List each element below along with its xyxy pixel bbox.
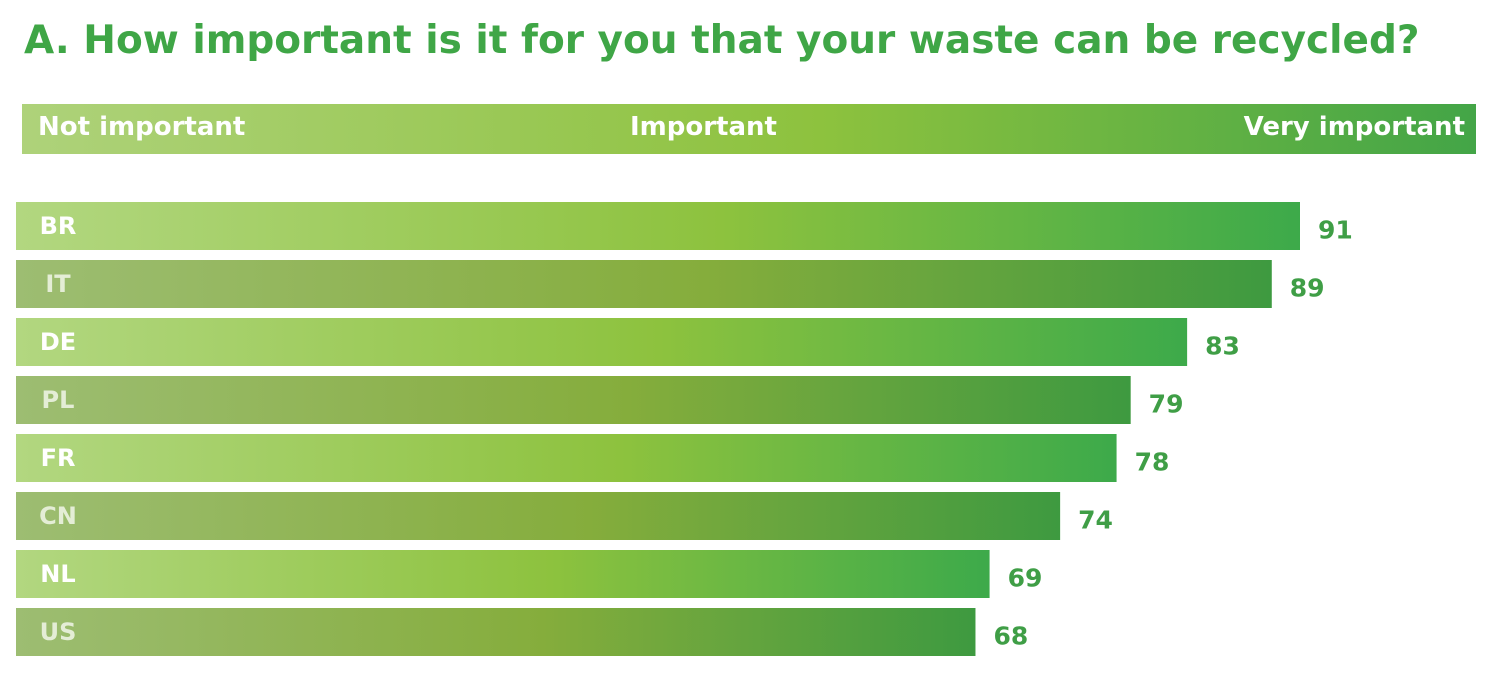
category-label-pl: PL [42, 386, 75, 414]
category-label-cn: CN [39, 502, 77, 530]
scale-label-very-important: Very important [1243, 112, 1465, 142]
value-label-de: 83 [1205, 332, 1240, 361]
scale-label-important: Important [630, 112, 777, 142]
value-label-nl: 69 [1008, 564, 1043, 593]
bar-nl [16, 550, 990, 598]
category-label-us: US [40, 618, 77, 646]
category-label-it: IT [45, 270, 71, 298]
category-label-br: BR [40, 212, 77, 240]
category-label-fr: FR [41, 444, 76, 472]
bar-it [16, 260, 1272, 308]
value-label-br: 91 [1318, 216, 1353, 245]
bar-br [16, 202, 1300, 250]
category-label-nl: NL [40, 560, 75, 588]
bar-pl [16, 376, 1131, 424]
bar-us [16, 608, 976, 656]
bar-fr [16, 434, 1117, 482]
value-label-it: 89 [1290, 274, 1325, 303]
bar-de [16, 318, 1188, 366]
scale-label-not-important: Not important [38, 112, 246, 142]
value-label-cn: 74 [1078, 506, 1113, 535]
value-label-pl: 79 [1149, 390, 1184, 419]
chart-title: A. How important is it for you that your… [24, 18, 1420, 63]
value-label-us: 68 [993, 622, 1028, 651]
value-label-fr: 78 [1135, 448, 1170, 477]
bar-cn [16, 492, 1061, 540]
category-label-de: DE [40, 328, 76, 356]
importance-scale-bar: Not important Important Very important [22, 104, 1476, 154]
